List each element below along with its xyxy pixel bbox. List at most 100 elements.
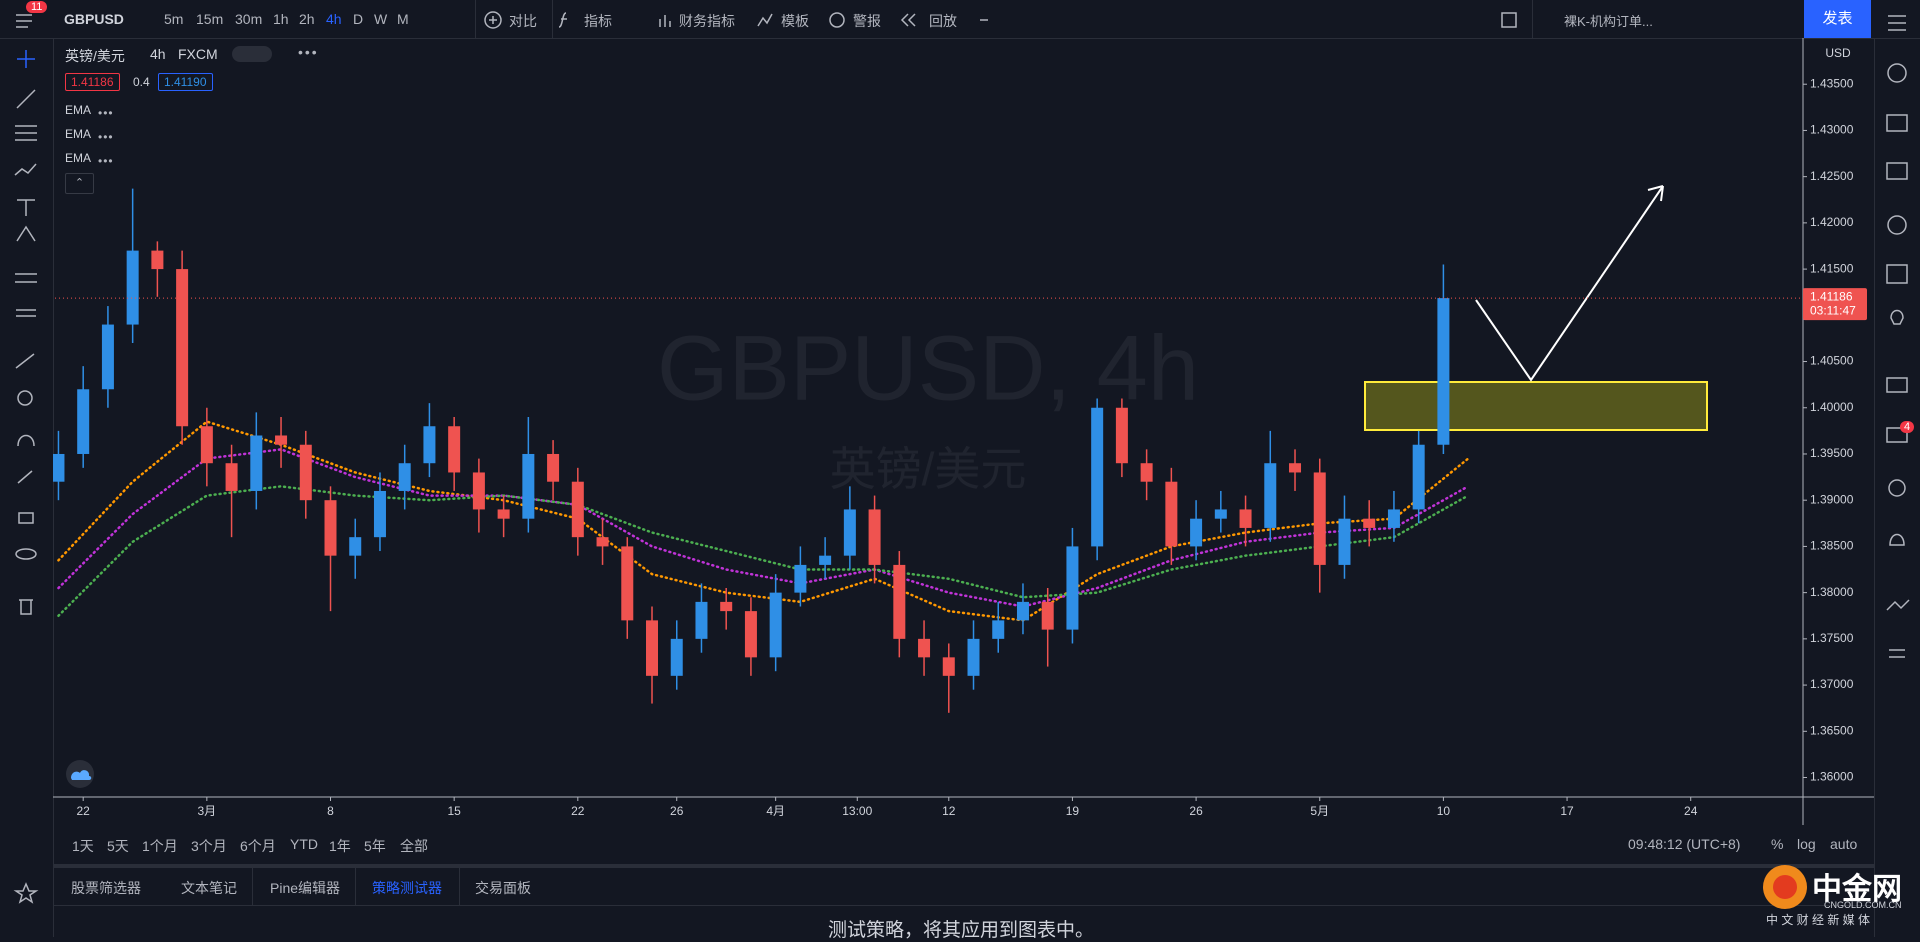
spread: 0.4	[133, 75, 150, 89]
candle-body	[373, 490, 386, 538]
candle-body	[1412, 444, 1425, 510]
scale-option[interactable]: log	[1797, 836, 1816, 852]
tab[interactable]: 交易面板	[475, 880, 531, 896]
legend-symbol[interactable]: 英镑/美元	[65, 48, 125, 64]
layout-name[interactable]: 裸K-机构订单...	[1564, 14, 1653, 29]
toolbar-button[interactable]: 财务指标	[679, 13, 735, 29]
toolbar-button[interactable]: 回放	[929, 13, 957, 29]
candle-body	[670, 638, 683, 676]
x-tick-label: 19	[1066, 804, 1080, 818]
clock[interactable]: 09:48:12 (UTC+8)	[1628, 836, 1741, 852]
interval[interactable]: D	[353, 11, 364, 27]
candle-body	[918, 638, 931, 658]
candle-body	[720, 601, 733, 612]
tab[interactable]: 文本笔记	[181, 880, 237, 896]
x-tick-label: 13:00	[842, 804, 872, 818]
y-tick-label: 1.38000	[1810, 585, 1854, 599]
logo-slogan: 中 文 财 经 新 媒 体	[1766, 913, 1871, 927]
candle-body	[1115, 407, 1128, 464]
candle-body	[126, 250, 139, 325]
interval[interactable]: 5m	[164, 11, 184, 27]
market-status	[232, 46, 272, 62]
range-button[interactable]: 1天	[72, 838, 94, 854]
x-tick-label: 4月	[766, 804, 785, 818]
range-button[interactable]: YTD	[290, 836, 318, 852]
interval[interactable]: 1h	[273, 11, 289, 27]
ema-line	[57, 448, 1470, 608]
symbol[interactable]: GBPUSD	[64, 11, 124, 27]
toolbar-button[interactable]: 对比	[509, 13, 537, 29]
tab[interactable]: 股票筛选器	[71, 880, 141, 896]
candle-body	[448, 426, 461, 473]
range-button[interactable]: 1年	[329, 838, 351, 854]
toolbar-button[interactable]: 模板	[781, 13, 809, 29]
panel-text: 测试策略，将其应用到图表中。	[827, 920, 1095, 941]
interval[interactable]: W	[374, 11, 388, 27]
zone-rectangle[interactable]	[1364, 381, 1708, 431]
interval[interactable]: 30m	[235, 11, 263, 27]
candle-body	[250, 435, 263, 491]
cloud-icon	[71, 770, 92, 780]
x-tick-label: 8	[327, 804, 334, 818]
projection-arrow[interactable]	[1475, 185, 1664, 382]
ema-line	[57, 485, 1470, 617]
menu-icon[interactable]	[14, 10, 40, 32]
drawing-tools	[13, 50, 39, 904]
interval[interactable]: 2h	[299, 11, 315, 27]
indicator-label[interactable]: EMA	[65, 127, 92, 141]
range-button[interactable]: 全部	[400, 838, 428, 854]
publish-button[interactable]: 发表	[1804, 0, 1871, 38]
bid-price[interactable]: 1.41186	[65, 73, 120, 91]
candle-body	[472, 472, 485, 510]
interval[interactable]: M	[397, 11, 409, 27]
range-button[interactable]: 5天	[107, 838, 129, 854]
candle-body	[1066, 546, 1079, 630]
watermark-subtitle: 英镑/美元	[830, 443, 1027, 495]
candle-body	[744, 611, 757, 658]
candle-body	[151, 250, 164, 270]
range-button[interactable]: 1个月	[142, 838, 178, 854]
candle-body	[53, 453, 65, 482]
candle-body	[1016, 601, 1029, 621]
y-tick-label: 1.41500	[1810, 261, 1854, 275]
tab[interactable]: Pine编辑器	[270, 880, 341, 896]
range-button[interactable]: 5年	[364, 838, 386, 854]
candle-body	[769, 592, 782, 658]
range-button[interactable]: 6个月	[240, 838, 276, 854]
candle-body	[1140, 463, 1153, 482]
indicator-label[interactable]: EMA	[65, 103, 92, 117]
scale-option[interactable]: %	[1771, 836, 1784, 852]
ask-price[interactable]: 1.41190	[158, 73, 213, 91]
tab-active[interactable]: 策略测试器	[372, 880, 442, 896]
notification-badge: 11	[26, 1, 48, 13]
interval[interactable]: 4h	[326, 11, 342, 27]
candle-body	[547, 453, 560, 482]
y-tick-label: 1.37500	[1810, 631, 1854, 645]
chart: GBPUSD, 4h 英镑/美元 USD 1.36000 1.36500 1.370…	[53, 38, 1874, 825]
legend-more[interactable]: •••	[298, 44, 319, 60]
y-tick-label: 1.38500	[1810, 539, 1854, 553]
toolbar-button[interactable]: 指标	[584, 13, 612, 29]
candle-body	[621, 546, 634, 621]
indicator-label[interactable]: EMA	[65, 151, 92, 165]
x-tick-label: 26	[1189, 804, 1203, 818]
toolbar-icons	[484, 11, 1517, 29]
candle-body	[349, 537, 362, 556]
scale-option[interactable]: auto	[1830, 836, 1858, 852]
collapse-button[interactable]: ⌃	[65, 173, 94, 194]
logo-mark	[1763, 865, 1807, 909]
range-bar	[53, 825, 1874, 868]
indicator-menus[interactable]: ••• ••• •••	[98, 106, 114, 168]
candle-body	[1338, 518, 1351, 565]
x-tick-label: 15	[447, 804, 461, 818]
interval[interactable]: 15m	[196, 11, 224, 27]
candle-body	[398, 463, 411, 491]
range-button[interactable]: 3个月	[191, 838, 227, 854]
candle-body	[423, 426, 436, 464]
candle-body	[868, 509, 881, 565]
y-tick-label: 1.42000	[1810, 215, 1854, 229]
legend-interval: 4h	[150, 46, 166, 62]
y-tick-label: 1.36000	[1810, 770, 1854, 784]
toolbar-button[interactable]: 警报	[853, 13, 881, 29]
